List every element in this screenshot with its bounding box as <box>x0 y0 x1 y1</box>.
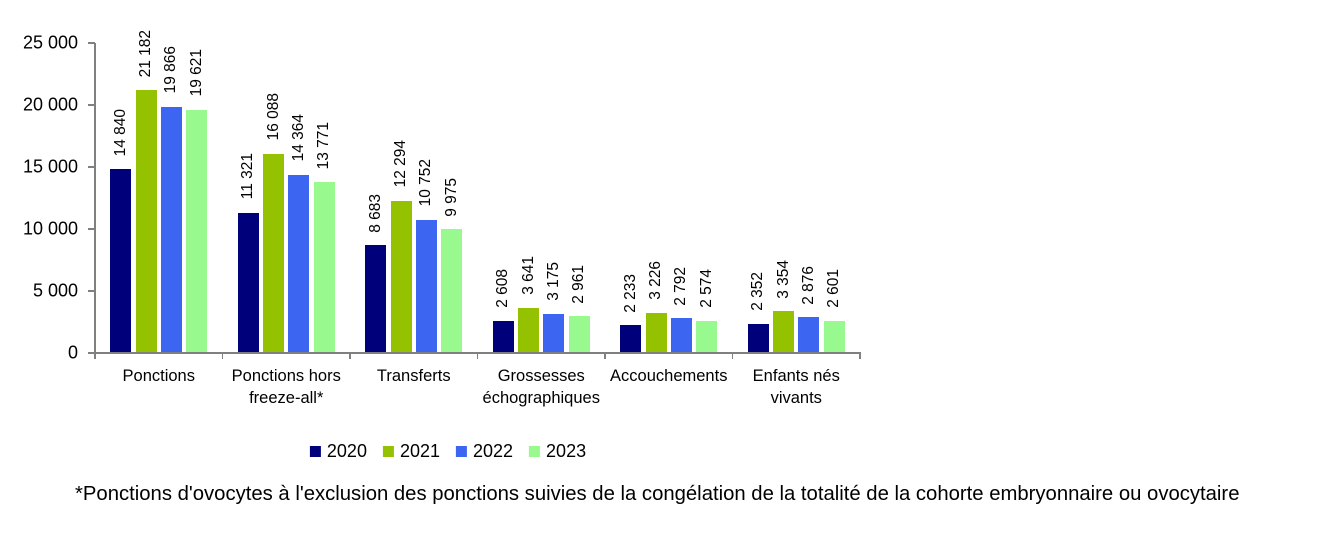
value-label: 2 601 <box>825 268 843 308</box>
y-axis-tick <box>88 352 95 354</box>
bar-2020-4 <box>620 325 642 353</box>
bar-2023-4 <box>696 321 718 353</box>
value-label: 19 866 <box>162 46 180 94</box>
legend-swatch-2021 <box>382 446 394 457</box>
y-axis-tick-label: 10 000 <box>22 218 78 239</box>
value-label: 13 771 <box>315 121 333 170</box>
bar-2021-4 <box>645 312 667 353</box>
legend-swatch-2023 <box>529 446 541 457</box>
bar-2021-5 <box>773 311 795 353</box>
x-axis-tick <box>604 353 606 359</box>
bar-2020-2 <box>365 245 387 353</box>
value-label: 3 226 <box>647 261 665 300</box>
footnote: *Ponctions d'ovocytes à l'exclusion des … <box>75 483 1240 505</box>
value-label: 16 088 <box>264 93 282 141</box>
value-label: 2 352 <box>749 272 767 311</box>
value-label: 19 621 <box>187 49 205 97</box>
category-label: Ponctions hors freeze-all* <box>231 367 341 407</box>
legend-label-2023: 2023 <box>546 441 587 461</box>
x-axis-tick <box>221 353 224 359</box>
value-label: 10 752 <box>417 159 435 207</box>
bar-2021-2 <box>390 200 412 353</box>
bar-2022-2 <box>415 219 437 353</box>
y-axis-tick-label: 0 <box>67 342 78 363</box>
x-axis-tick <box>94 353 96 359</box>
value-label: 12 294 <box>392 140 410 188</box>
legend-swatch-2020 <box>309 446 321 457</box>
bar-2023-2 <box>441 229 463 353</box>
value-label: 21 182 <box>137 29 155 78</box>
value-label: 11 321 <box>239 153 257 200</box>
y-axis-line <box>94 43 96 354</box>
value-label: 2 961 <box>570 264 588 304</box>
bar-2020-1 <box>237 212 259 353</box>
bar-2020-0 <box>110 168 132 353</box>
legend-item-2023: 2023 <box>529 442 586 461</box>
value-label: 3 175 <box>544 261 562 301</box>
legend-item-2021: 2021 <box>382 441 440 461</box>
bar-2022-0 <box>160 106 182 353</box>
y-axis-tick <box>88 290 95 292</box>
category-label: Enfants nés vivants <box>752 367 840 407</box>
value-label: 2 608 <box>494 268 512 308</box>
x-axis-tick <box>731 353 734 359</box>
y-axis-tick-label: 25 000 <box>22 32 78 53</box>
category-label: Accouchements <box>610 367 728 385</box>
value-label: 9 975 <box>442 177 460 217</box>
value-label: 2 233 <box>621 273 639 313</box>
bar-2022-3 <box>543 313 565 353</box>
bar-2021-1 <box>263 153 285 353</box>
bar-2022-1 <box>288 174 310 353</box>
value-label: 14 364 <box>289 114 307 162</box>
x-axis-tick <box>859 353 861 359</box>
bar-2021-3 <box>518 307 540 353</box>
value-label: 3 354 <box>774 259 792 299</box>
x-axis-tick <box>349 353 351 359</box>
legend-item-2022: 2022 <box>456 442 513 461</box>
bar-2022-5 <box>798 317 820 353</box>
y-axis-tick-label: 20 000 <box>22 94 78 115</box>
value-label: 3 641 <box>519 256 537 295</box>
bar-2022-4 <box>670 318 692 353</box>
value-label: 2 574 <box>697 269 715 309</box>
value-label: 14 840 <box>111 108 129 156</box>
y-axis-tick <box>88 104 95 106</box>
bar-2023-3 <box>568 316 590 353</box>
y-axis-tick-label: 5 000 <box>32 280 78 301</box>
bar-2023-1 <box>313 182 335 353</box>
y-axis-tick-label: 15 000 <box>22 156 78 177</box>
bar-2020-3 <box>492 320 514 353</box>
bar-2023-0 <box>186 109 208 353</box>
y-axis-tick <box>88 42 95 44</box>
category-label: Ponctions <box>122 367 195 385</box>
x-axis-tick <box>476 353 479 359</box>
x-axis-line <box>94 352 861 354</box>
bar-2023-5 <box>823 320 845 353</box>
value-label: 2 876 <box>799 265 817 305</box>
legend-label-2020: 2020 <box>326 441 367 461</box>
bar-2020-5 <box>747 323 769 353</box>
legend-label-2022: 2022 <box>473 441 514 461</box>
category-label: Grossesses échographiques <box>482 367 600 407</box>
y-axis-tick <box>88 228 95 230</box>
legend-swatch-2022 <box>456 446 467 457</box>
legend-label-2021: 2021 <box>399 441 440 461</box>
legend: 2020 2021 2022 2023 <box>309 441 586 461</box>
y-axis-tick <box>88 166 95 168</box>
value-label: 8 683 <box>366 193 384 233</box>
legend-item-2020: 2020 <box>309 441 367 461</box>
value-label: 2 792 <box>672 266 690 306</box>
bar-2021-0 <box>135 90 157 353</box>
category-label: Transferts <box>376 367 451 385</box>
